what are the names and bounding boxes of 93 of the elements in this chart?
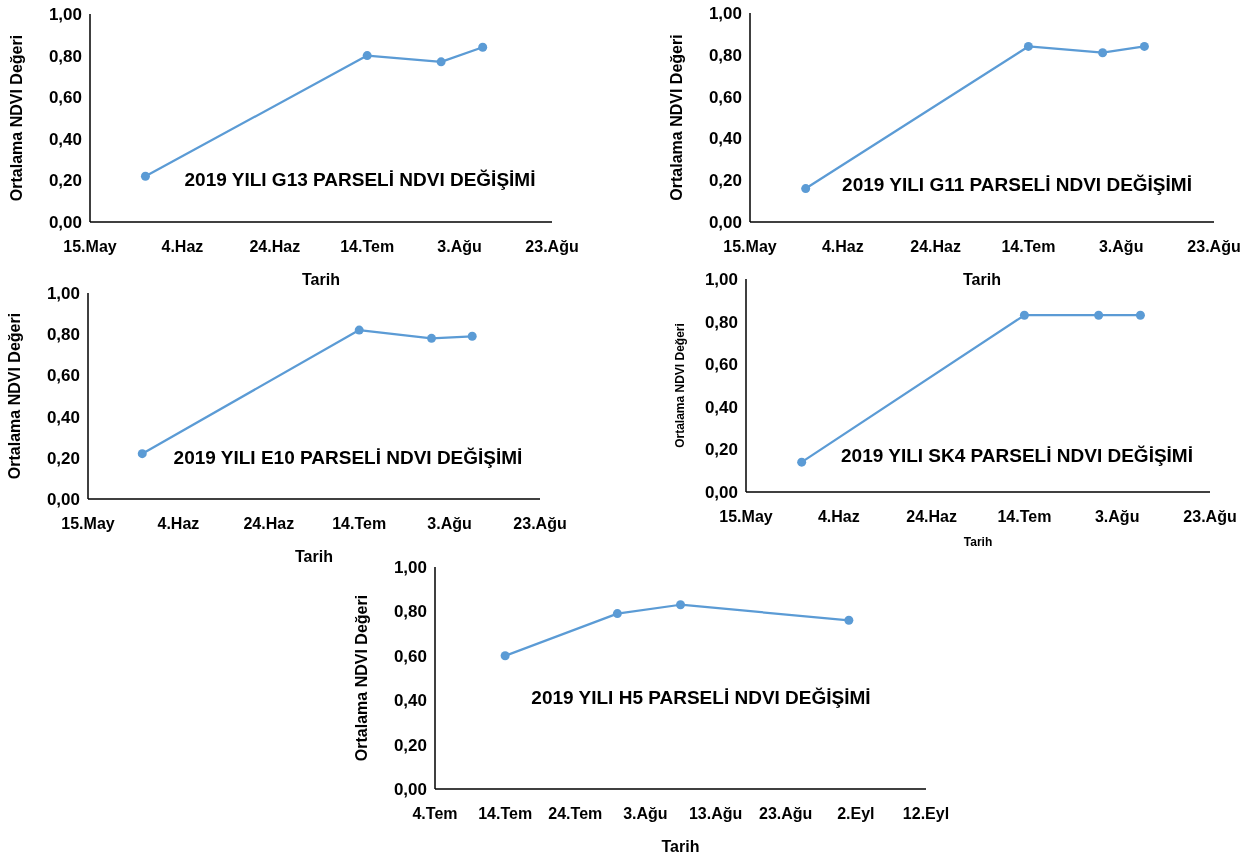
x-tick-label: 24.Haz [910, 238, 961, 255]
text: 2019 YILI G13 PARSELİ NDVI DEĞİŞİMİ [184, 169, 536, 190]
x-axis-title: Tarih [963, 271, 1001, 288]
point [140, 171, 150, 181]
y-tick-label: 0,20 [704, 440, 738, 460]
x-tick-label: 4.Haz [157, 515, 200, 532]
y-axis-title: Ortalama NDVI Değeri [673, 323, 687, 448]
point [427, 333, 437, 343]
x-tick-label: 15.May [61, 515, 115, 532]
x-tick-label: 23.Ağu [525, 238, 579, 255]
x-axis-title: Tarih [661, 838, 700, 855]
x-tick-label: 23.Ağu [1183, 508, 1237, 525]
y-axis-title: Ortalama NDVI Değeri [6, 312, 23, 480]
x-axis-title: Tarih [963, 535, 993, 549]
x-tick-label: 14.Tem [1001, 238, 1056, 255]
y-tick-label: 0,20 [46, 448, 80, 468]
y-tick-label: 0,60 [704, 355, 738, 375]
y-tick-label: 0,60 [48, 88, 82, 108]
x-tick-label: 24.Tem [548, 805, 603, 822]
y-tick-label: 0,00 [48, 212, 82, 232]
y-tick-label: 0,00 [704, 482, 738, 502]
x-tick-label: 24.Haz [243, 515, 295, 532]
point [801, 184, 811, 194]
point [676, 600, 685, 610]
x-tick-label: 14.Tem [478, 805, 533, 822]
x-tick-label: 3.Ağu [427, 515, 472, 532]
point [362, 51, 372, 61]
point [467, 331, 477, 341]
y-axis-title: Ortalama NDVI Değeri [668, 34, 685, 201]
y-tick-label: 0,40 [704, 397, 738, 417]
x-tick-label: 3.Ağu [1094, 508, 1140, 525]
text: 2019 YILI E10 PARSELİ NDVI DEĞİŞİMİ [173, 447, 523, 468]
x-tick-label: 2.Eyl [837, 805, 875, 822]
y-tick-label: 0,80 [704, 312, 738, 332]
y-tick-label: 0,40 [46, 407, 80, 427]
x-tick-label: 15.May [63, 238, 117, 255]
x-tick-label: 23.Ağu [759, 805, 813, 822]
x-tick-label: 3.Ağu [1098, 238, 1144, 255]
point [354, 325, 364, 335]
y-tick-label: 0,40 [708, 129, 742, 149]
point [500, 651, 510, 661]
y-axis-title: Ortalama NDVI Değeri [353, 594, 370, 762]
y-tick-label: 1,00 [393, 557, 427, 577]
x-tick-label: 4.Tem [412, 805, 458, 822]
y-tick-label: 0,80 [708, 45, 742, 65]
y-tick-label: 0,60 [708, 87, 742, 107]
x-tick-label: 4.Haz [821, 238, 864, 255]
x-tick-label: 15.May [723, 238, 777, 255]
point [612, 609, 622, 619]
y-tick-label: 0,40 [48, 129, 82, 149]
y-tick-label: 0,80 [393, 602, 427, 622]
text: 2019 YILI G11 PARSELİ NDVI DEĞİŞİMİ [842, 174, 1192, 195]
point [436, 57, 446, 67]
point [844, 615, 854, 625]
point [478, 42, 488, 52]
x-tick-label: 14.Tem [997, 508, 1052, 525]
y-tick-label: 0,00 [708, 212, 742, 232]
y-tick-label: 0,40 [393, 691, 427, 711]
y-tick-label: 0,60 [393, 646, 427, 666]
x-axis-title: Tarih [295, 548, 333, 565]
y-tick-label: 1,00 [708, 3, 742, 23]
y-tick-label: 0,20 [708, 171, 742, 191]
y-tick-label: 0,20 [48, 171, 82, 191]
point [137, 449, 147, 459]
x-tick-label: 23.Ağu [513, 515, 567, 532]
x-axis-title: Tarih [302, 271, 340, 288]
y-tick-label: 0,20 [393, 735, 427, 755]
x-tick-label: 15.May [719, 508, 773, 525]
y-tick-label: 1,00 [704, 269, 738, 289]
x-tick-label: 14.Tem [340, 238, 395, 255]
point [1023, 41, 1033, 51]
y-tick-label: 0,00 [46, 489, 80, 509]
x-tick-label: 4.Haz [161, 238, 204, 255]
x-tick-label: 14.Tem [332, 515, 387, 532]
y-tick-label: 0,00 [393, 779, 427, 799]
point [1098, 48, 1108, 58]
x-tick-label: 24.Haz [249, 238, 301, 255]
y-tick-label: 0,80 [48, 46, 82, 66]
x-tick-label: 3.Ağu [437, 238, 482, 255]
text: 2019 YILI H5 PARSELİ NDVI DEĞİŞİMİ [531, 687, 871, 708]
x-tick-label: 13.Ağu [688, 805, 743, 822]
y-tick-label: 0,80 [46, 325, 80, 345]
y-tick-label: 0,60 [46, 366, 80, 386]
text: 2019 YILI SK4 PARSELİ NDVI DEĞİŞİMİ [841, 445, 1193, 466]
point [1139, 41, 1149, 51]
x-tick-label: 4.Haz [817, 508, 860, 525]
y-axis-title: Ortalama NDVI Değeri [8, 34, 25, 202]
x-tick-label: 12.Eyl [902, 805, 950, 822]
x-tick-label: 3.Ağu [623, 805, 668, 822]
y-tick-label: 1,00 [46, 283, 80, 303]
x-tick-label: 24.Haz [906, 508, 957, 525]
y-tick-label: 1,00 [48, 4, 82, 24]
x-tick-label: 23.Ağu [1187, 238, 1241, 255]
